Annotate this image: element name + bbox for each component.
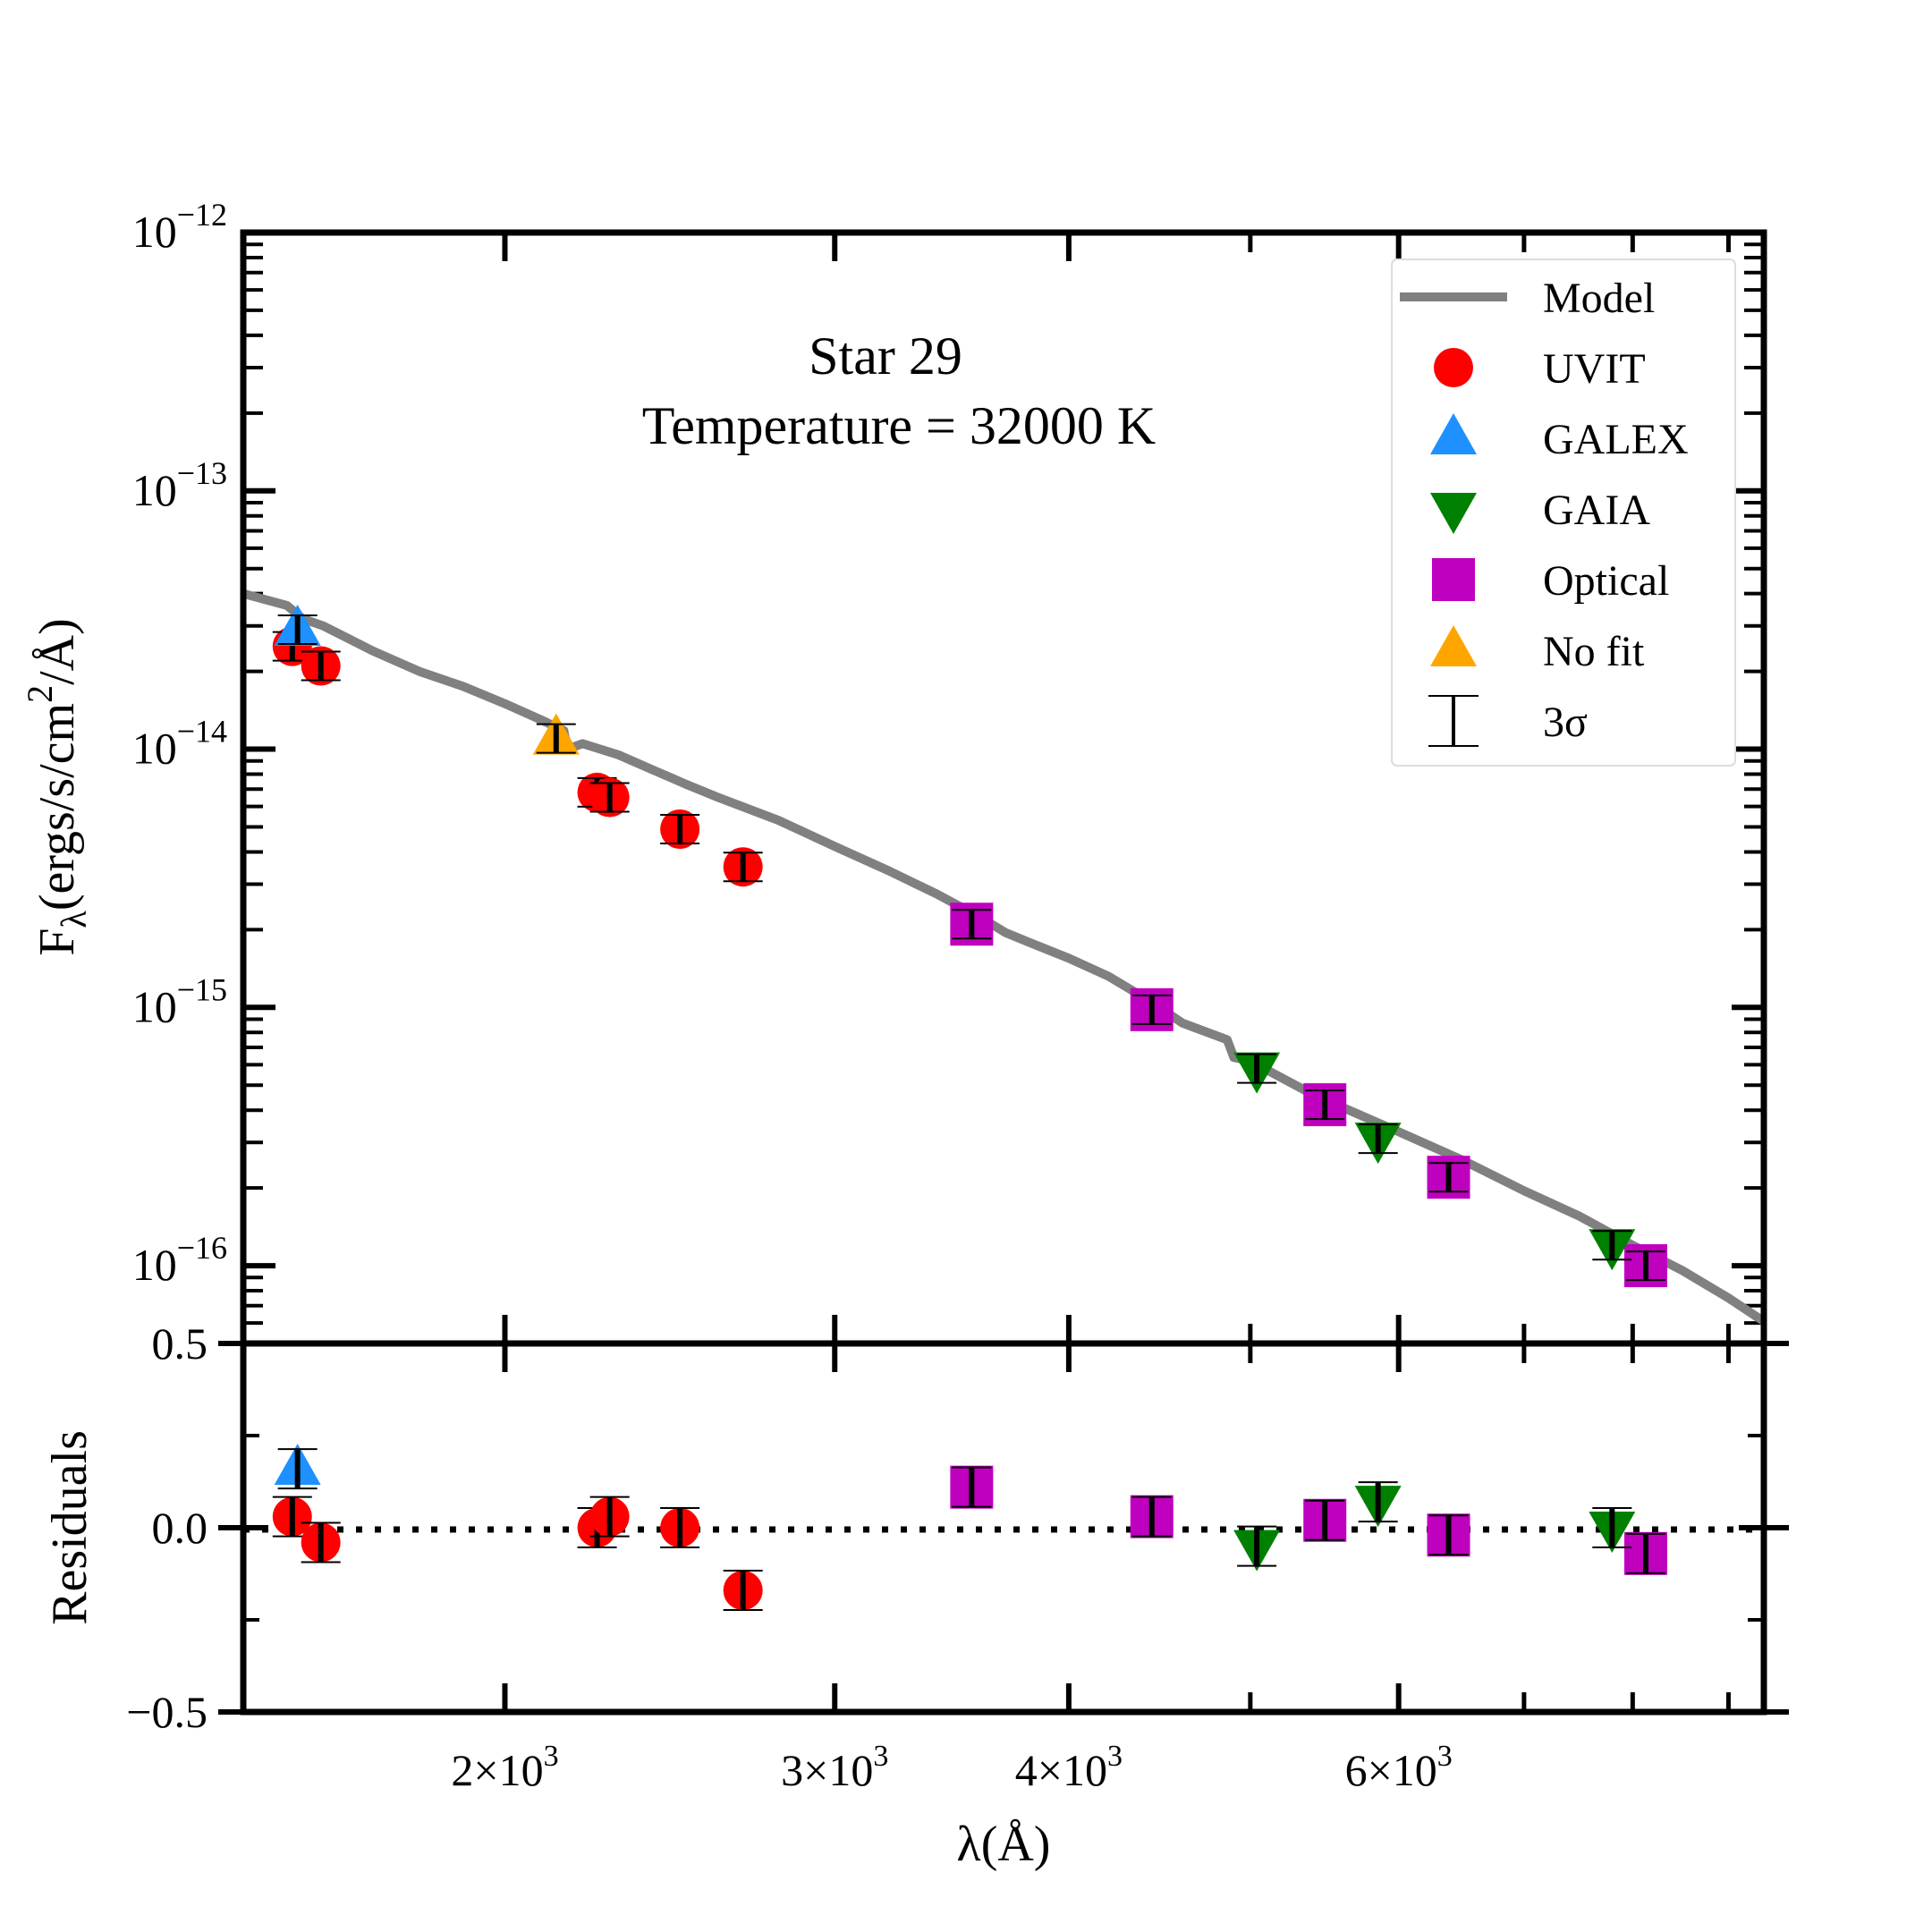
legend-label: Optical (1543, 557, 1669, 605)
residual-point-uvit-5-errorbar (660, 1507, 700, 1548)
residual-point-uvit-6-errorbar (723, 1570, 763, 1612)
sed-y-tick-label: 10−15 (132, 971, 227, 1031)
legend-entry-galex: GALEX (1430, 413, 1689, 463)
x-tick-label: 2×103 (451, 1740, 558, 1795)
residual-point-optical-1-errorbar (952, 1466, 992, 1508)
sed-point-gaia-1-errorbar (1237, 1053, 1277, 1084)
sed-y-tick-label: 10−13 (132, 455, 227, 515)
residual-point-gaia-1-errorbar (1237, 1525, 1277, 1567)
legend-entry-gaia: GAIA (1430, 487, 1650, 534)
legend-label: 3σ (1543, 699, 1588, 746)
sed-point-gaia-2-errorbar (1358, 1123, 1398, 1155)
residual-y-tick-label: 0.5 (152, 1318, 208, 1368)
residual-point-galex-1-errorbar (277, 1448, 318, 1490)
residual-point-uvit-4-errorbar (589, 1496, 630, 1538)
sed-point-optical-3-errorbar (1305, 1089, 1345, 1121)
legend-swatch-gaia (1430, 493, 1477, 534)
residual-y-tick-label: 0.0 (152, 1503, 208, 1553)
sed-point-uvit-2-errorbar (301, 650, 341, 682)
sed-point-optical-2-errorbar (1131, 994, 1172, 1025)
residual-y-ticks: 0.5 0.0 −0.5 (126, 1318, 1789, 1737)
x-axis-title: λ(Å) (957, 1817, 1051, 1872)
residual-data-points (272, 1444, 1667, 1612)
x-tick-label: 3×103 (781, 1740, 888, 1795)
annotation-star-name: Star 29 (809, 326, 962, 386)
legend-entry-3: 3σ (1428, 695, 1588, 747)
sed-data-points (272, 605, 1667, 1288)
sed-x-ticks (502, 233, 1731, 1343)
x-tick-label: 6×103 (1345, 1740, 1453, 1795)
residual-y-axis-title: Residuals (42, 1430, 97, 1625)
sed-point-optical-1-errorbar (952, 909, 992, 940)
legend-entries: Model UVIT GALEX GAIA Optical No fit 3σ (1400, 275, 1689, 747)
residual-point-gaia-3-errorbar (1592, 1507, 1632, 1548)
sed-y-tick-label: 10−14 (132, 714, 227, 774)
residual-panel: 0.5 0.0 −0.5 2×103 3×103 4×103 6×103 Residual… (42, 1318, 1789, 1872)
legend-label: Model (1543, 275, 1655, 322)
legend-label: GALEX (1543, 416, 1689, 463)
sed-y-ticks: 10−12 10−13 10−14 10−15 10−16 (132, 197, 1764, 1290)
legend-frame (1391, 258, 1736, 767)
residual-point-optical-5-errorbar (1625, 1532, 1665, 1574)
residual-point-uvit-2-errorbar (301, 1521, 341, 1563)
sed-y-axis-title: Fλ(ergs/s/cm2/Å) (20, 618, 94, 955)
residual-y-tick-label: −0.5 (126, 1687, 208, 1737)
sed-point-no-fit-1-errorbar (536, 723, 576, 754)
sed-point-optical-5-errorbar (1625, 1250, 1665, 1282)
legend-swatch-optical (1432, 558, 1475, 601)
sed-point-optical-4-errorbar (1428, 1162, 1469, 1193)
x-tick-label: 4×103 (1015, 1740, 1123, 1795)
legend-swatch-galex (1430, 413, 1477, 454)
residual-point-gaia-2-errorbar (1358, 1481, 1398, 1523)
legend-swatch-no-fit (1430, 625, 1477, 666)
sed-point-galex-1-errorbar (277, 614, 318, 646)
sed-point-uvit-6-errorbar (723, 852, 763, 883)
sed-point-gaia-3-errorbar (1592, 1230, 1632, 1261)
residual-x-ticks: 2×103 3×103 4×103 6×103 (451, 1343, 1731, 1795)
legend-entry-uvit: UVIT (1434, 345, 1646, 393)
sed-y-tick-label: 10−16 (132, 1230, 227, 1290)
legend: Model UVIT GALEX GAIA Optical No fit 3σ (1391, 258, 1736, 767)
annotation-temperature: Temperature = 32000 K (642, 396, 1156, 455)
legend-entry-no-fit: No fit (1430, 625, 1645, 675)
residual-point-optical-4-errorbar (1428, 1514, 1469, 1556)
sed-panel: 10−12 10−13 10−14 10−15 10−16 Star 29 Temper… (20, 197, 1767, 1347)
sed-point-uvit-4-errorbar (589, 782, 630, 813)
legend-entry-optical: Optical (1432, 557, 1669, 605)
legend-label: UVIT (1543, 345, 1646, 393)
legend-swatch-uvit (1434, 348, 1473, 387)
sed-y-tick-label: 10−12 (132, 197, 227, 257)
legend-entry-model: Model (1400, 275, 1655, 322)
residual-point-optical-3-errorbar (1305, 1499, 1345, 1541)
residual-point-optical-2-errorbar (1131, 1496, 1172, 1538)
legend-label: No fit (1543, 628, 1645, 675)
sed-point-uvit-5-errorbar (660, 813, 700, 844)
legend-label: GAIA (1543, 487, 1650, 534)
